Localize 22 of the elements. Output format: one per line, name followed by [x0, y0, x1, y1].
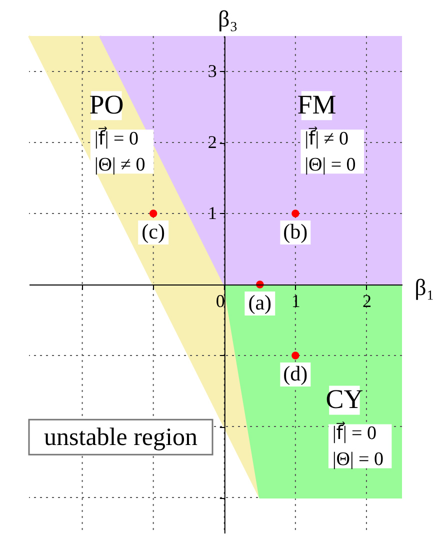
point [149, 210, 158, 218]
x-axis-title: β₁ [414, 275, 434, 300]
annotation: |f⃗| ≠ 0 |Θ| = 0 [304, 126, 356, 176]
annotation: |f⃗| = 0 |Θ| = 0 [332, 420, 384, 470]
annotation: |f⃗| = 0 |Θ| ≠ 0 [94, 126, 146, 176]
x-tick-label: 2 [362, 291, 372, 311]
annotation: FM [297, 90, 336, 120]
x-tick-label: 0 [216, 291, 225, 311]
y-tick-label: 1 [208, 203, 217, 223]
point [292, 210, 300, 218]
y-tick-label: 2 [208, 132, 217, 152]
data-label: (c) [142, 220, 165, 244]
y-axis-title: β₃ [218, 6, 238, 32]
point [292, 352, 300, 360]
y-tick-label: 3 [208, 61, 217, 81]
annotation: unstable region [44, 424, 198, 452]
annotation: PO [89, 90, 124, 120]
x-tick-label: 1 [291, 291, 300, 311]
annotation: CY [326, 384, 364, 414]
data-label: (a) [248, 290, 272, 314]
data-label: (d) [283, 362, 308, 386]
data-label: (b) [283, 220, 308, 244]
